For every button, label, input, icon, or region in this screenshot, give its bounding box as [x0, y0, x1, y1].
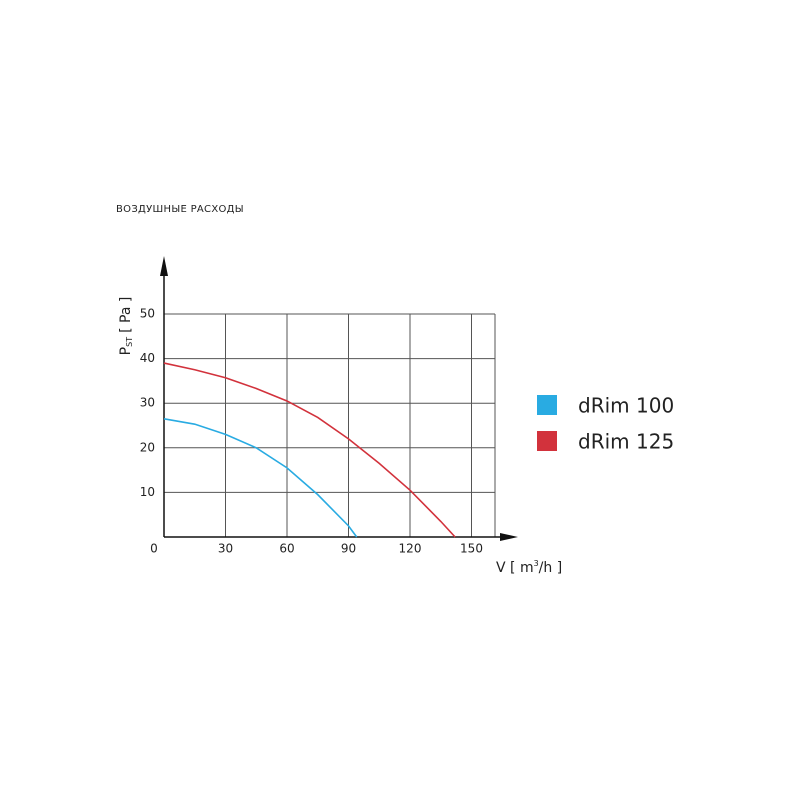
x-tick-label: 60: [279, 542, 294, 556]
x-tick-label: 150: [460, 542, 483, 556]
y-label-main: PST[ Pa ]: [118, 297, 134, 356]
x-axis-label: V [ m3/h ]: [496, 559, 562, 577]
chart-title: ВОЗДУШНЫЕ РАСХОДЫ: [116, 204, 244, 215]
y-tick-label: 50: [140, 307, 155, 321]
y-tick-label: 30: [140, 396, 155, 410]
series-line: [163, 362, 456, 538]
y-tick-label: 40: [140, 351, 155, 365]
y-axis-arrow: [160, 256, 168, 276]
legend-swatch: [537, 395, 557, 415]
x-tick-label: 90: [341, 542, 356, 556]
x-tick-label: 30: [218, 542, 233, 556]
y-tick-label: 10: [140, 485, 155, 499]
x-tick-label: 0: [150, 542, 158, 556]
legend-label: dRim 100: [578, 394, 674, 418]
legend-swatch: [537, 431, 557, 451]
x-axis-arrow: [500, 533, 518, 541]
y-axis-label: PST[ Pa ]: [118, 297, 134, 356]
y-tick-label: 20: [140, 440, 155, 454]
legend-label: dRim 125: [578, 430, 674, 454]
x-tick-label: 120: [399, 542, 422, 556]
series-line: [163, 418, 358, 538]
